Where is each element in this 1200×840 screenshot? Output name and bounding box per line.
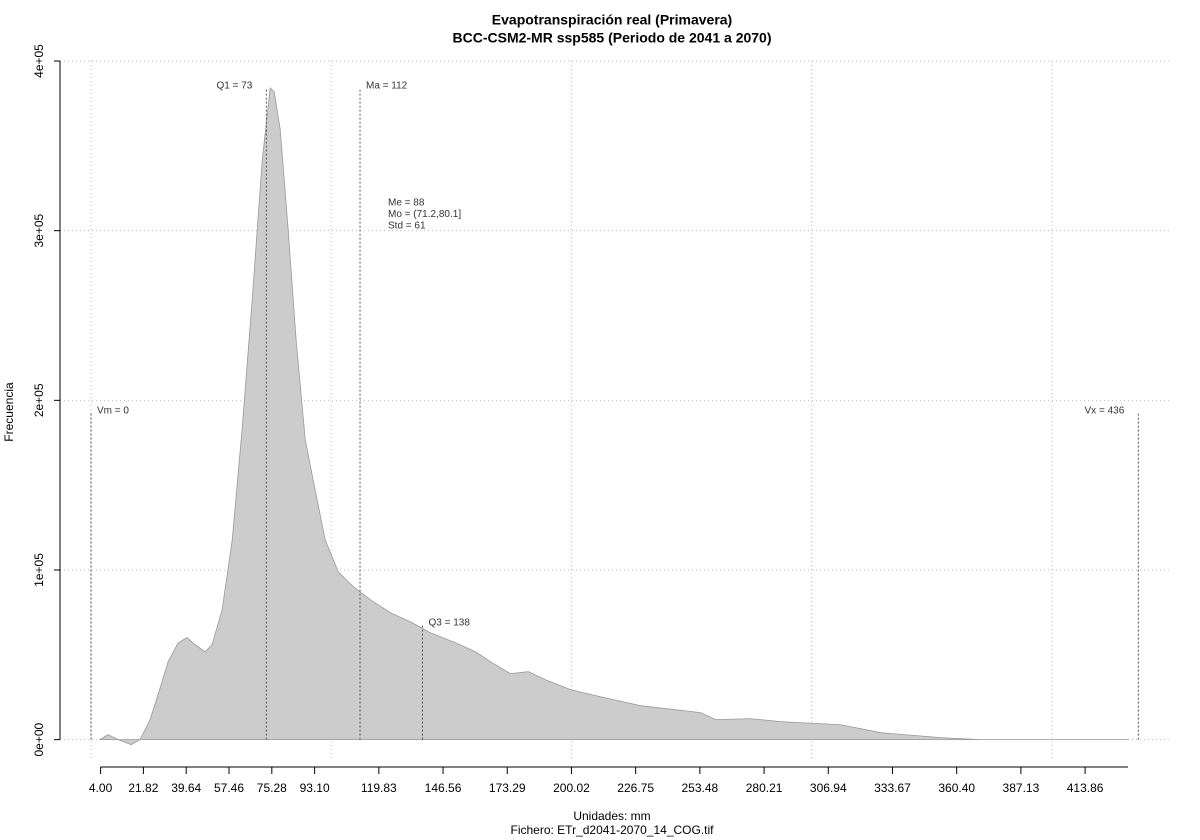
y-tick-label: 3e+05: [32, 213, 46, 247]
y-tick-label: 1e+05: [32, 553, 46, 587]
marker-label: Vx = 436: [1085, 406, 1125, 417]
density-area: [98, 87, 1129, 746]
stat-label: Std = 61: [388, 221, 426, 232]
stat-label: Me = 88: [388, 198, 425, 209]
x-tick-label: 200.02: [553, 781, 590, 795]
x-tick-label: 333.67: [874, 781, 911, 795]
x-tick-label: 146.56: [425, 781, 462, 795]
x-tick-label: 75.28: [257, 781, 287, 795]
x-tick-label: 39.64: [171, 781, 201, 795]
y-axis-label: Frecuencia: [2, 382, 16, 442]
x-tick-label: 226.75: [617, 781, 654, 795]
chart-subtitle: BCC-CSM2-MR ssp585 (Periodo de 2041 a 20…: [453, 30, 772, 46]
marker-label: Vm = 0: [97, 406, 129, 417]
x-tick-label: 57.46: [214, 781, 244, 795]
x-tick-label: 93.10: [300, 781, 330, 795]
marker-label: Ma = 112: [366, 81, 408, 92]
x-tick-label: 4.00: [89, 781, 113, 795]
y-tick-label: 0e+00: [32, 722, 46, 756]
chart-title: Evapotranspiración real (Primavera): [492, 12, 732, 28]
x-tick-label: 360.40: [938, 781, 975, 795]
x-tick-label: 119.83: [361, 781, 397, 795]
x-tick-label: 21.82: [128, 781, 158, 795]
stat-label: Mo = (71.2,80.1]: [388, 209, 461, 220]
x-tick-label: 306.94: [810, 781, 847, 795]
x-tick-label: 173.29: [489, 781, 526, 795]
x-tick-label: 413.86: [1067, 781, 1104, 795]
y-tick-label: 2e+05: [32, 383, 46, 417]
x-axis-label: Unidades: mm: [573, 809, 650, 823]
x-tick-label: 387.13: [1003, 781, 1040, 795]
y-tick-label: 4e+05: [32, 44, 46, 78]
marker-label: Q1 = 73: [216, 81, 252, 92]
marker-label: Q3 = 138: [428, 618, 470, 629]
caption: Fichero: ETr_d2041-2070_14_COG.tif: [511, 823, 715, 837]
x-tick-label: 280.21: [746, 781, 783, 795]
x-tick-label: 253.48: [682, 781, 719, 795]
